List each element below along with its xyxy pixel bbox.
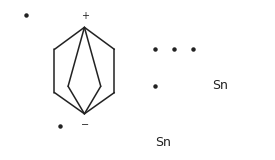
Text: +: + [81, 11, 89, 21]
Text: Sn: Sn [155, 136, 171, 149]
Text: Sn: Sn [212, 79, 228, 92]
Text: −: − [81, 120, 89, 130]
